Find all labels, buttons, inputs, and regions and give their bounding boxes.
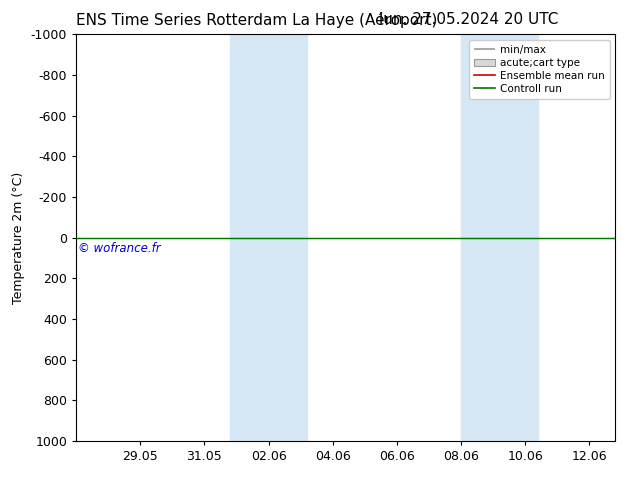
Bar <box>461 34 538 441</box>
Text: ENS Time Series Rotterdam La Haye (Aéroport): ENS Time Series Rotterdam La Haye (Aérop… <box>76 12 437 28</box>
Legend: min/max, acute;cart type, Ensemble mean run, Controll run: min/max, acute;cart type, Ensemble mean … <box>469 40 610 99</box>
Text: © wofrance.fr: © wofrance.fr <box>78 242 160 255</box>
Text: lun. 27.05.2024 20 UTC: lun. 27.05.2024 20 UTC <box>378 12 558 27</box>
Bar <box>230 34 307 441</box>
Y-axis label: Temperature 2m (°C): Temperature 2m (°C) <box>12 172 25 304</box>
